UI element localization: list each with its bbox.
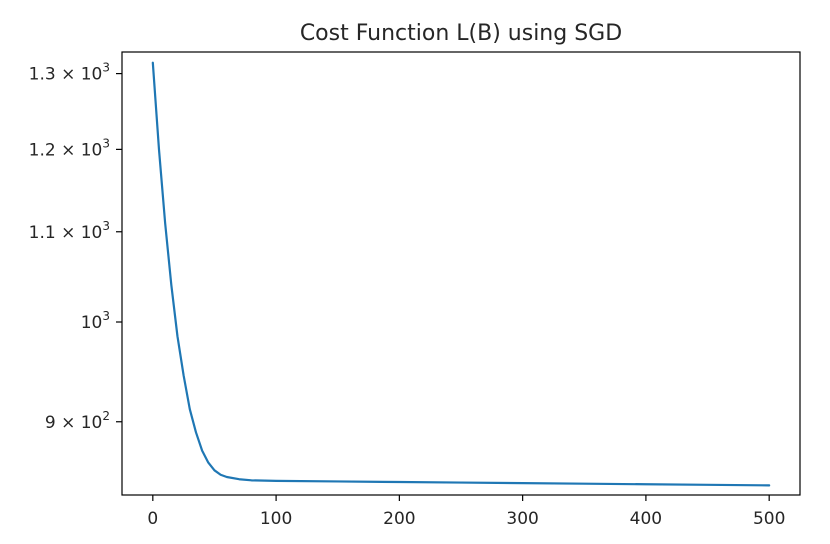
series-line-0	[151, 61, 771, 487]
x-axis: 0 100 200 300 400 500	[147, 495, 785, 529]
y-tick-label: 1.1 × 103	[29, 219, 110, 243]
y-tick-label: 9 × 102	[45, 409, 110, 433]
x-tick-label: 200	[383, 509, 415, 529]
y-tick-label: 103	[81, 309, 110, 333]
x-tick-label: 100	[260, 509, 292, 529]
series-layer	[151, 61, 771, 487]
chart-title: Cost Function L(B) using SGD	[300, 21, 622, 46]
x-tick-label: 0	[147, 509, 158, 529]
x-tick-label: 400	[630, 509, 662, 529]
x-tick-label: 500	[753, 509, 785, 529]
y-tick-label: 1.3 × 103	[29, 61, 110, 85]
plot-frame	[121, 51, 801, 496]
x-tick-label: 300	[506, 509, 538, 529]
y-tick-label: 1.2 × 103	[29, 136, 110, 160]
y-axis: 9 × 102 103 1.1 × 103 1.2 × 103 1.3 × 103	[29, 61, 122, 433]
